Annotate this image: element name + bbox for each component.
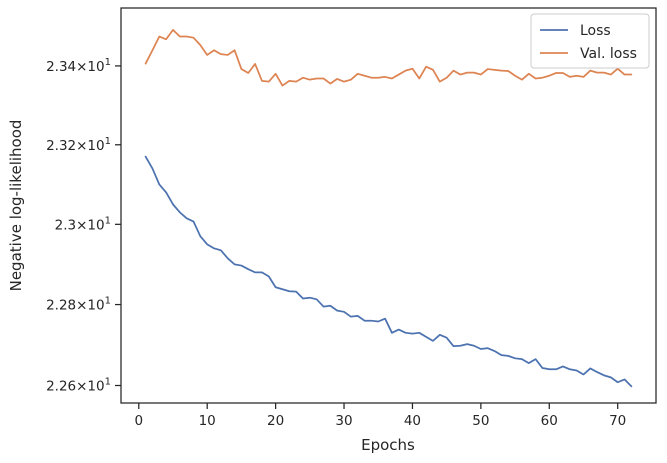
- y-tick-exponent: 1: [105, 136, 111, 147]
- y-tick-label: 2.34×101: [46, 57, 111, 75]
- x-tick-label: 40: [404, 413, 421, 429]
- y-tick-multiplier: ×10: [76, 138, 105, 154]
- x-axis-ticks: 0 10 20 30 40 50 60 70: [134, 403, 626, 429]
- y-tick-label: 2.28×101: [46, 296, 111, 314]
- y-tick-exponent: 1: [105, 215, 111, 226]
- y-tick-mantissa: 2.3: [55, 217, 76, 233]
- y-axis-label: Negative log-likelihood: [7, 120, 25, 292]
- series-layer: [144, 28, 633, 388]
- y-tick-multiplier: ×10: [76, 217, 105, 233]
- x-tick-label: 10: [199, 413, 216, 429]
- y-tick-mantissa: 2.28: [46, 298, 76, 314]
- series-line-val-loss: [144, 28, 633, 87]
- y-tick-multiplier: ×10: [76, 59, 105, 75]
- x-tick-label: 50: [472, 413, 489, 429]
- y-tick-exponent: 1: [105, 296, 111, 307]
- x-tick-label: 30: [335, 413, 352, 429]
- y-tick-multiplier: ×10: [76, 298, 105, 314]
- series-line-loss: [144, 155, 633, 388]
- y-tick-mantissa: 2.34: [46, 59, 76, 75]
- y-tick-label: 2.32×101: [46, 136, 111, 154]
- y-tick-label: 2.3×101: [55, 215, 111, 233]
- x-tick-label: 60: [541, 413, 558, 429]
- y-tick-label: 2.26×101: [46, 377, 111, 395]
- y-tick-multiplier: ×10: [76, 379, 105, 395]
- legend-label-val-loss: Val. loss: [580, 46, 637, 62]
- legend-box: [530, 13, 650, 69]
- y-tick-mantissa: 2.26: [46, 379, 76, 395]
- y-tick-mantissa: 2.32: [46, 138, 76, 154]
- x-tick-label: 70: [609, 413, 626, 429]
- y-tick-exponent: 1: [105, 57, 111, 68]
- x-axis-label: Epochs: [361, 436, 415, 454]
- y-tick-exponent: 1: [105, 377, 111, 388]
- x-tick-label: 20: [267, 413, 284, 429]
- legend-label-loss: Loss: [580, 23, 611, 39]
- x-tick-label: 0: [134, 413, 143, 429]
- plot-frame: [120, 7, 657, 404]
- legend: Loss Val. loss: [530, 13, 650, 69]
